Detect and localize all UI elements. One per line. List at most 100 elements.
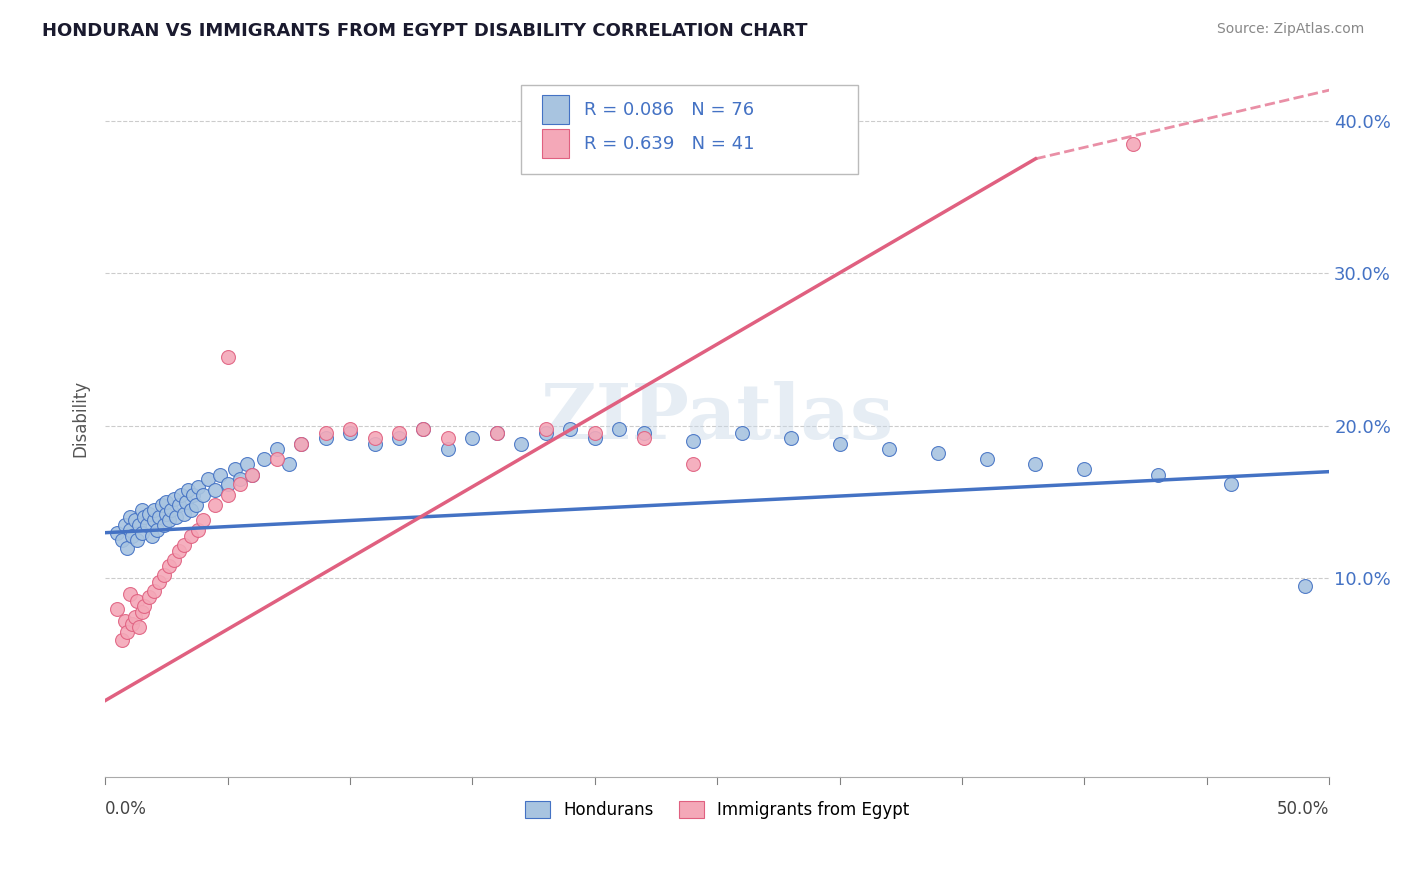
Point	[153, 518, 176, 533]
Point	[155, 495, 177, 509]
Point	[209, 467, 232, 482]
Point	[114, 518, 136, 533]
Point	[534, 422, 557, 436]
FancyBboxPatch shape	[522, 85, 858, 174]
Point	[437, 431, 460, 445]
Point	[124, 513, 146, 527]
Point	[976, 452, 998, 467]
Point	[153, 568, 176, 582]
Point	[607, 422, 630, 436]
Point	[277, 457, 299, 471]
Point	[266, 442, 288, 456]
Point	[167, 544, 190, 558]
Point	[170, 487, 193, 501]
Point	[388, 426, 411, 441]
Point	[224, 461, 246, 475]
Point	[828, 437, 851, 451]
Point	[485, 426, 508, 441]
Point	[236, 457, 259, 471]
Point	[114, 614, 136, 628]
Point	[253, 452, 276, 467]
Point	[157, 513, 180, 527]
Point	[315, 426, 337, 441]
Point	[731, 426, 754, 441]
Point	[229, 476, 252, 491]
Point	[217, 487, 239, 501]
Point	[927, 446, 949, 460]
Point	[163, 492, 186, 507]
Point	[461, 431, 484, 445]
Point	[363, 431, 385, 445]
Point	[187, 523, 209, 537]
Point	[148, 574, 170, 589]
Point	[412, 422, 434, 436]
Text: R = 0.639   N = 41: R = 0.639 N = 41	[583, 135, 754, 153]
Point	[363, 437, 385, 451]
Point	[141, 529, 163, 543]
Point	[125, 594, 148, 608]
Text: ZIPatlas: ZIPatlas	[541, 381, 894, 455]
Point	[339, 426, 361, 441]
Point	[191, 487, 214, 501]
Text: 0.0%: 0.0%	[105, 800, 148, 818]
Text: R = 0.086   N = 76: R = 0.086 N = 76	[583, 101, 754, 119]
Point	[177, 483, 200, 497]
Point	[315, 431, 337, 445]
Point	[128, 620, 150, 634]
Text: HONDURAN VS IMMIGRANTS FROM EGYPT DISABILITY CORRELATION CHART: HONDURAN VS IMMIGRANTS FROM EGYPT DISABI…	[42, 22, 807, 40]
Point	[290, 437, 312, 451]
Point	[240, 467, 263, 482]
Point	[163, 553, 186, 567]
Point	[118, 510, 141, 524]
Point	[173, 538, 195, 552]
Point	[633, 426, 655, 441]
Point	[143, 503, 166, 517]
Point	[128, 518, 150, 533]
Point	[534, 426, 557, 441]
Point	[633, 431, 655, 445]
Point	[167, 498, 190, 512]
Point	[174, 495, 197, 509]
Point	[877, 442, 900, 456]
Point	[1073, 461, 1095, 475]
Point	[157, 559, 180, 574]
Point	[165, 510, 187, 524]
Point	[1122, 136, 1144, 151]
Point	[121, 529, 143, 543]
Point	[160, 503, 183, 517]
Point	[510, 437, 533, 451]
Point	[388, 431, 411, 445]
Point	[124, 609, 146, 624]
Point	[583, 426, 606, 441]
Point	[121, 617, 143, 632]
Point	[111, 632, 134, 647]
Point	[117, 624, 139, 639]
Point	[107, 602, 129, 616]
Point	[131, 525, 153, 540]
Point	[118, 587, 141, 601]
Point	[266, 452, 288, 467]
Text: Source: ZipAtlas.com: Source: ZipAtlas.com	[1216, 22, 1364, 37]
Point	[143, 583, 166, 598]
Text: 50.0%: 50.0%	[1277, 800, 1329, 818]
Point	[138, 590, 160, 604]
Point	[339, 422, 361, 436]
Point	[191, 513, 214, 527]
Point	[134, 599, 156, 613]
Point	[148, 510, 170, 524]
FancyBboxPatch shape	[543, 129, 569, 158]
Point	[183, 487, 205, 501]
Point	[412, 422, 434, 436]
Point	[131, 503, 153, 517]
Point	[118, 523, 141, 537]
Point	[1024, 457, 1046, 471]
Point	[180, 529, 202, 543]
Point	[138, 508, 160, 522]
Point	[180, 503, 202, 517]
Point	[173, 508, 195, 522]
Point	[117, 541, 139, 555]
Point	[779, 431, 801, 445]
Point	[1294, 579, 1316, 593]
Point	[560, 422, 582, 436]
Point	[187, 480, 209, 494]
